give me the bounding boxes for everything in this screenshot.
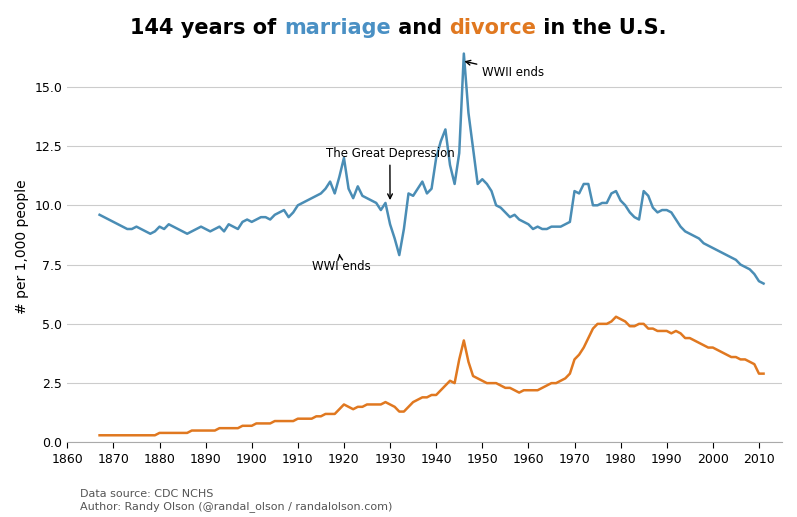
Text: WWII ends: WWII ends <box>465 60 544 79</box>
Text: 144 years of: 144 years of <box>131 18 284 38</box>
Text: in the U.S.: in the U.S. <box>536 18 666 38</box>
Text: Data source: CDC NCHS
Author: Randy Olson (@randal_olson / randalolson.com): Data source: CDC NCHS Author: Randy Olso… <box>80 489 392 512</box>
Text: and: and <box>391 18 449 38</box>
Text: divorce: divorce <box>449 18 536 38</box>
Text: The Great Depression: The Great Depression <box>325 147 454 199</box>
Text: marriage: marriage <box>284 18 391 38</box>
Text: WWI ends: WWI ends <box>312 255 371 273</box>
Y-axis label: # per 1,000 people: # per 1,000 people <box>15 179 29 314</box>
